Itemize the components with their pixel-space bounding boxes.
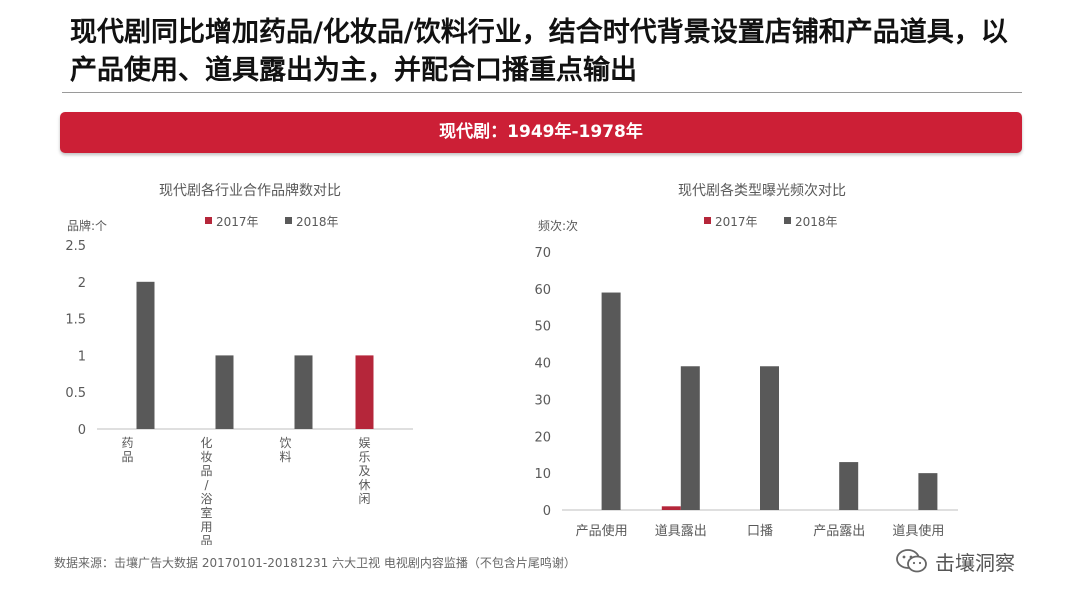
watermark-text: 击壤洞察	[935, 550, 1015, 575]
x-tick-label-char: 饮	[279, 436, 291, 450]
legend-label: 2018年	[795, 215, 838, 229]
x-tick-label-char: 药	[121, 436, 133, 450]
x-tick-label-char: 料	[279, 450, 291, 464]
bar-2018年-产品露出	[839, 462, 859, 510]
y-tick-label: 40	[534, 357, 551, 372]
x-tick-label-char: 化	[200, 436, 212, 450]
legend-swatch-2017年	[704, 217, 711, 224]
x-tick-label-char: 及	[358, 464, 370, 478]
x-tick-label-char: 用	[200, 520, 212, 534]
legend-swatch-2018年	[285, 217, 292, 224]
y-tick-label: 50	[534, 320, 551, 335]
y-tick-label: 60	[534, 283, 551, 298]
y-tick-label: 1	[78, 349, 86, 364]
x-tick-label-char: 品	[121, 450, 133, 464]
bar-2018年-产品使用	[601, 292, 621, 510]
bar-2018年-化妆品/浴室用品	[215, 355, 234, 429]
chart-title: 现代剧各行业合作品牌数对比	[159, 182, 341, 199]
y-tick-label: 2	[78, 276, 86, 291]
legend-swatch-2018年	[784, 217, 791, 224]
x-tick-label-char: 乐	[358, 450, 370, 464]
legend-swatch-2017年	[205, 217, 212, 224]
y-axis-label: 频次:次	[538, 219, 578, 233]
x-tick-label-char: 休	[358, 478, 370, 492]
page-title: 现代剧同比增加药品/化妆品/饮料行业，结合时代背景设置店铺和产品道具，以产品使用…	[70, 17, 1008, 86]
bar-2018年-口播	[760, 366, 779, 510]
bar-2017年-娱乐及休闲	[355, 355, 374, 429]
wechat-icon	[896, 549, 927, 573]
y-tick-label: 0	[543, 504, 551, 519]
y-tick-label: 20	[534, 430, 551, 445]
bar-2017年-道具露出	[661, 506, 681, 510]
x-tick-label-char: 品	[200, 534, 212, 545]
bar-2018年-道具露出	[680, 366, 700, 510]
x-tick-label: 产品露出	[813, 524, 865, 539]
x-tick-label-char: /	[204, 478, 209, 492]
legend-label: 2018年	[296, 215, 339, 229]
bar-2018年-道具使用	[918, 473, 938, 510]
x-tick-label-char: 妆	[200, 450, 212, 464]
y-axis-label: 品牌:个	[67, 219, 107, 233]
x-tick-label: 口播	[747, 524, 773, 539]
y-tick-label: 2.5	[65, 239, 86, 254]
bar-2018年-药品	[136, 281, 155, 429]
x-tick-label: 产品使用	[576, 523, 628, 539]
data-source-note: 数据来源：击壤广告大数据 20170101-20181231 六大卫视 电视剧内…	[54, 556, 576, 570]
y-tick-label: 10	[534, 467, 551, 482]
x-tick-label-char: 室	[200, 505, 212, 520]
legend-label: 2017年	[715, 215, 758, 229]
y-tick-label: 70	[534, 246, 551, 261]
x-tick-label-char: 浴	[200, 492, 212, 506]
x-tick-label: 道具露出	[655, 524, 707, 539]
era-banner: 现代剧：1949年-1978年	[60, 112, 1022, 153]
y-tick-label: 30	[534, 393, 551, 408]
y-tick-label: 1.5	[65, 313, 86, 328]
legend-label: 2017年	[216, 215, 259, 229]
x-tick-label-char: 品	[200, 464, 212, 478]
x-tick-label-char: 娱	[358, 436, 370, 450]
y-tick-label: 0.5	[65, 386, 86, 401]
title-divider	[62, 92, 1022, 93]
bar-2018年-饮料	[294, 355, 313, 429]
x-tick-label-char: 闲	[358, 492, 370, 506]
chart-title: 现代剧各类型曝光频次对比	[678, 183, 846, 199]
y-tick-label: 0	[78, 423, 86, 438]
watermark: 击壤洞察	[895, 546, 1015, 576]
x-tick-label: 道具使用	[892, 523, 944, 539]
